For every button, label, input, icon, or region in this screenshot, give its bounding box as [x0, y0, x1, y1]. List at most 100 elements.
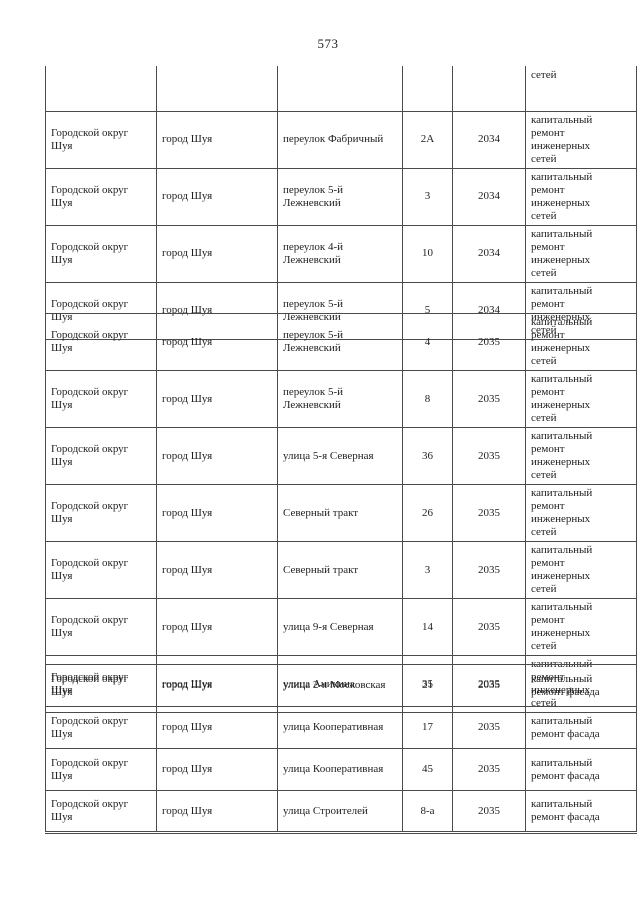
table-row: Городской округ Шуя город Шуя улица 9-я Се…	[45, 598, 637, 656]
cell-municipality: Городской округ Шуя	[45, 748, 157, 791]
cell-house: 21	[402, 664, 453, 707]
cell-street: улица Кооперативная	[277, 748, 403, 791]
capital-repair-table-section-2035-facade: Городской округ Шуя город Шуя улица 2-я Мо…	[45, 664, 637, 834]
cell-work: капитальный ремонт инженерных сетей	[525, 541, 637, 599]
cell-house: 2А	[402, 110, 453, 169]
cell-municipality: Городской округ Шуя	[45, 706, 157, 749]
cell-municipality: Городской округ Шуя	[45, 167, 157, 226]
cell-municipality: Городской округ Шуя	[45, 313, 157, 371]
cell-street: переулок 5-й Лежневский	[277, 370, 403, 428]
cell-house: 8-а	[402, 790, 453, 834]
cell-street: улица Строителей	[277, 790, 403, 834]
cell-settlement: город Шуя	[156, 706, 278, 749]
cell-street: Северный тракт	[277, 484, 403, 542]
cell-settlement: город Шуя	[156, 790, 278, 834]
cell-municipality: Городской округ Шуя	[45, 224, 157, 283]
cell-year	[452, 66, 526, 112]
capital-repair-table-section-2034: сетей Городской округ Шуя город Шуя переуло…	[45, 66, 637, 340]
capital-repair-table-section-2035-networks: Городской округ Шуя город Шуя переулок 5-й…	[45, 313, 637, 713]
cell-work: сетей	[525, 66, 637, 112]
cell-municipality: Городской округ Шуя	[45, 541, 157, 599]
table-row: Городской округ Шуя город Шуя переулок Фаб…	[45, 110, 637, 169]
cell-work: капитальный ремонт инженерных сетей	[525, 370, 637, 428]
table-row: Городской округ Шуя город Шуя переулок 5-й…	[45, 167, 637, 226]
cell-municipality: Городской округ Шуя	[45, 790, 157, 834]
cell-settlement: город Шуя	[156, 370, 278, 428]
cell-street: переулок Фабричный	[277, 110, 403, 169]
cell-house: 26	[402, 484, 453, 542]
cell-year: 2035	[452, 484, 526, 542]
cell-settlement: город Шуя	[156, 664, 278, 707]
cell-municipality: Городской округ Шуя	[45, 484, 157, 542]
cell-year: 2034	[452, 224, 526, 283]
cell-municipality: Городской округ Шуя	[45, 664, 157, 707]
cell-settlement: город Шуя	[156, 598, 278, 656]
cell-house: 10	[402, 224, 453, 283]
cell-house	[402, 66, 453, 112]
cell-municipality: Городской округ Шуя	[45, 370, 157, 428]
cell-work: капитальный ремонт инженерных сетей	[525, 427, 637, 485]
cell-year: 2035	[452, 748, 526, 791]
cell-house: 17	[402, 706, 453, 749]
cell-house: 45	[402, 748, 453, 791]
cell-settlement: город Шуя	[156, 167, 278, 226]
cell-work: капитальный ремонт фасада	[525, 790, 637, 834]
table-row: Городской округ Шуя город Шуя переулок 5-й…	[45, 370, 637, 428]
cell-year: 2034	[452, 110, 526, 169]
cell-settlement: город Шуя	[156, 110, 278, 169]
cell-year: 2035	[452, 313, 526, 371]
cell-house: 8	[402, 370, 453, 428]
cell-street: переулок 5-й Лежневский	[277, 313, 403, 371]
cell-municipality: Городской округ Шуя	[45, 427, 157, 485]
cell-settlement: город Шуя	[156, 748, 278, 791]
table-row: Городской округ Шуя город Шуя улица Коопер…	[45, 706, 637, 749]
cell-street: Северный тракт	[277, 541, 403, 599]
cell-year: 2034	[452, 167, 526, 226]
cell-year: 2035	[452, 427, 526, 485]
table-row: Городской округ Шуя город Шуя переулок 5-й…	[45, 313, 637, 371]
cell-year: 2035	[452, 664, 526, 707]
cell-settlement: город Шуя	[156, 484, 278, 542]
table-row-continuation: сетей	[45, 66, 637, 112]
cell-street: улица 5-я Северная	[277, 427, 403, 485]
cell-work: капитальный ремонт инженерных сетей	[525, 110, 637, 169]
table-row: Городской округ Шуя город Шуя переулок 4-й…	[45, 224, 637, 283]
table-row: Городской округ Шуя город Шуя Северный тра…	[45, 484, 637, 542]
cell-settlement: город Шуя	[156, 427, 278, 485]
page-number: 573	[317, 36, 339, 51]
cell-settlement	[156, 66, 278, 112]
cell-street: улица 9-я Северная	[277, 598, 403, 656]
table-row: Городской округ Шуя город Шуя улица Коопер…	[45, 748, 637, 791]
cell-house: 14	[402, 598, 453, 656]
cell-year: 2035	[452, 370, 526, 428]
cell-year: 2035	[452, 598, 526, 656]
cell-street: переулок 5-й Лежневский	[277, 167, 403, 226]
cell-work: капитальный ремонт инженерных сетей	[525, 224, 637, 283]
cell-settlement: город Шуя	[156, 541, 278, 599]
cell-house: 36	[402, 427, 453, 485]
table-row: Городской округ Шуя город Шуя улица 5-я Се…	[45, 427, 637, 485]
cell-year: 2035	[452, 790, 526, 834]
cell-work: капитальный ремонт инженерных сетей	[525, 313, 637, 371]
cell-street: переулок 4-й Лежневский	[277, 224, 403, 283]
cell-house: 3	[402, 167, 453, 226]
cell-work: капитальный ремонт инженерных сетей	[525, 167, 637, 226]
cell-house: 4	[402, 313, 453, 371]
table-row: Городской округ Шуя город Шуя Северный тра…	[45, 541, 637, 599]
cell-work: капитальный ремонт инженерных сетей	[525, 484, 637, 542]
cell-year: 2035	[452, 706, 526, 749]
cell-settlement: город Шуя	[156, 224, 278, 283]
table-row: Городской округ Шуя город Шуя улица Строит…	[45, 790, 637, 834]
table-row: Городской округ Шуя город Шуя улица 2-я Мо…	[45, 664, 637, 707]
cell-year: 2035	[452, 541, 526, 599]
cell-house: 3	[402, 541, 453, 599]
cell-municipality: Городской округ Шуя	[45, 598, 157, 656]
cell-settlement: город Шуя	[156, 313, 278, 371]
cell-municipality: Городской округ Шуя	[45, 110, 157, 169]
cell-work: капитальный ремонт фасада	[525, 664, 637, 707]
cell-street	[277, 66, 403, 112]
cell-work: капитальный ремонт фасада	[525, 706, 637, 749]
cell-municipality	[45, 66, 157, 112]
cell-work: капитальный ремонт фасада	[525, 748, 637, 791]
